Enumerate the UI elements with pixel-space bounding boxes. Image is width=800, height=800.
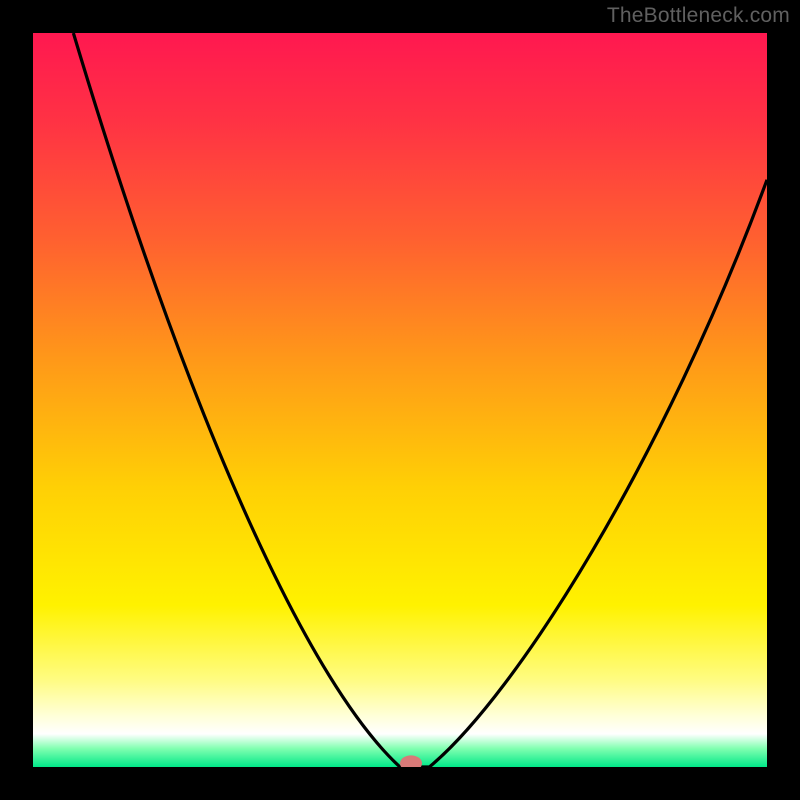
chart-container: TheBottleneck.com <box>0 0 800 800</box>
bottleneck-plot <box>0 0 800 800</box>
minimum-marker <box>400 755 422 771</box>
plot-background <box>33 33 767 767</box>
